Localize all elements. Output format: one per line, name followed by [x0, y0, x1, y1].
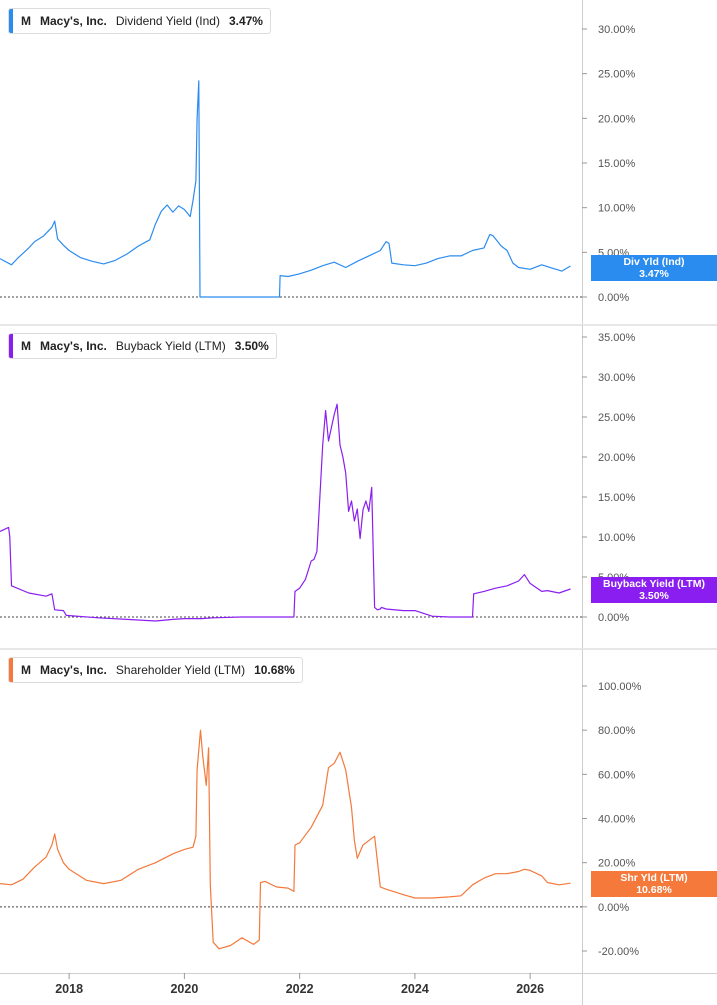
legend-metric: Shareholder Yield (LTM) — [115, 663, 246, 677]
y-tick-label: 40.00% — [598, 814, 636, 826]
x-axis: 2018 2020 2022 2024 2026 — [0, 973, 717, 1005]
badge-value: 3.47% — [639, 268, 669, 280]
dividend-yield-panel: 0.00%5.00%10.00%15.00%20.00%25.00%30.00% — [0, 0, 636, 324]
badge-value: 10.68% — [636, 884, 672, 896]
buyback-color-swatch — [9, 334, 13, 358]
x-tick-label: 2018 — [55, 982, 83, 996]
badge-label: Buyback Yield (LTM) — [603, 578, 705, 590]
shareholder-color-swatch — [9, 658, 13, 682]
legend-company: Macy's, Inc. — [40, 339, 107, 353]
buyback-yield-line — [0, 403, 571, 622]
badge-label: Div Yld (Ind) — [623, 256, 685, 268]
dividend-yield-line — [0, 80, 571, 298]
y-tick-label: 35.00% — [598, 332, 636, 344]
legend-value: 3.50% — [234, 339, 269, 353]
badge-label: Shr Yld (LTM) — [620, 872, 688, 884]
x-tick-label: 2022 — [286, 982, 314, 996]
badge-value: 3.50% — [639, 590, 669, 602]
y-tick-label: 30.00% — [598, 372, 636, 384]
y-tick-label: 30.00% — [598, 24, 636, 36]
dividend-yield-legend[interactable]: M Macy's, Inc. Dividend Yield (Ind) 3.47… — [8, 8, 271, 34]
x-tick-label: 2024 — [401, 982, 429, 996]
y-tick-label: 0.00% — [598, 902, 629, 914]
y-tick-label: 25.00% — [598, 412, 636, 424]
y-tick-label: 80.00% — [598, 725, 636, 737]
dividend-color-swatch — [9, 9, 13, 33]
buyback-yield-legend[interactable]: M Macy's, Inc. Buyback Yield (LTM) 3.50% — [8, 333, 277, 359]
shareholder-yield-legend[interactable]: M Macy's, Inc. Shareholder Yield (LTM) 1… — [8, 657, 303, 683]
buyback-yield-panel: 0.00%5.00%10.00%15.00%20.00%25.00%30.00%… — [0, 324, 717, 648]
legend-metric: Buyback Yield (LTM) — [115, 339, 226, 353]
legend-value: 10.68% — [254, 663, 295, 677]
shareholder-yield-panel: -20.00% 0.00% 20.00% 40.00% 60.00% 80.00% 100.… — [0, 648, 717, 973]
x-tick-label: 2020 — [170, 982, 198, 996]
y-tick-label: 10.00% — [598, 203, 636, 215]
chart-panels: 0.00%5.00%10.00%15.00%20.00%25.00%30.00%… — [0, 0, 717, 973]
y-tick-label: 100.00% — [598, 681, 642, 693]
x-tick-label: 2026 — [516, 982, 544, 996]
shareholder-yield-badge: Shr Yld (LTM) 10.68% — [591, 871, 717, 897]
legend-company: Macy's, Inc. — [40, 14, 107, 28]
buyback-yield-badge: Buyback Yield (LTM) 3.50% — [591, 577, 717, 603]
legend-ticker: M — [21, 663, 31, 677]
y-tick-label: 15.00% — [598, 492, 636, 504]
shareholder-yield-line — [0, 729, 571, 950]
y-tick-label: 0.00% — [598, 292, 629, 304]
legend-company: Macy's, Inc. — [40, 663, 107, 677]
y-tick-label: 10.00% — [598, 532, 636, 544]
legend-ticker: M — [21, 339, 31, 353]
y-tick-label: 20.00% — [598, 858, 636, 870]
legend-value: 3.47% — [228, 14, 263, 28]
y-tick-label: 15.00% — [598, 158, 636, 170]
y-tick-label: 20.00% — [598, 113, 636, 125]
y-tick-label: 25.00% — [598, 69, 636, 81]
y-tick-label: 60.00% — [598, 769, 636, 781]
dividend-yield-badge: Div Yld (Ind) 3.47% — [591, 255, 717, 281]
legend-ticker: M — [21, 14, 31, 28]
y-tick-label: 20.00% — [598, 452, 636, 464]
legend-metric: Dividend Yield (Ind) — [115, 14, 220, 28]
y-tick-label: 0.00% — [598, 612, 629, 624]
y-tick-label: -20.00% — [598, 946, 639, 958]
